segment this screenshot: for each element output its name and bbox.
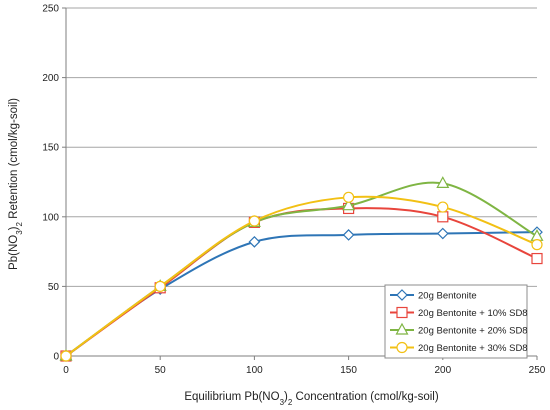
x-tick-label-250: 250 bbox=[529, 365, 546, 376]
x-tick-label-50: 50 bbox=[155, 365, 167, 376]
y-tick-label-150: 150 bbox=[42, 143, 59, 154]
y-tick-label-50: 50 bbox=[48, 282, 60, 293]
y-tick-label-0: 0 bbox=[53, 352, 59, 363]
series-2-point-5 bbox=[437, 211, 449, 223]
series-4-point-5 bbox=[437, 201, 449, 213]
legend-label-3: 20g Bentonite + 20% SD8 bbox=[418, 326, 528, 337]
legend-item-4: 20g Bentonite + 30% SD8 bbox=[390, 341, 528, 354]
legend-item-3: 20g Bentonite + 20% SD8 bbox=[390, 322, 528, 337]
x-axis-title: Equilibrium Pb(NO3)2 Concentration (cmol… bbox=[184, 391, 439, 407]
series-3-point-5 bbox=[436, 176, 450, 188]
series-4 bbox=[60, 191, 543, 362]
series-layer bbox=[59, 176, 544, 362]
series-4-point-4 bbox=[343, 191, 355, 203]
series-4-line bbox=[65, 195, 538, 357]
series-1-point-3 bbox=[248, 236, 261, 248]
legend-label-2: 20g Bentonite + 10% SD8 bbox=[418, 308, 528, 319]
series-1-point-4 bbox=[342, 229, 355, 241]
x-tick-label-100: 100 bbox=[246, 365, 263, 376]
x-tick-label-150: 150 bbox=[340, 365, 357, 376]
y-axis-title: Pb(NO3)2 Retention (cmol/kg-soil) bbox=[8, 98, 24, 270]
legend-item-2: 20g Bentonite + 10% SD8 bbox=[390, 306, 528, 319]
series-4-point-1 bbox=[60, 350, 72, 362]
series-2-point-6 bbox=[531, 252, 543, 265]
legend-box bbox=[384, 284, 528, 359]
y-tick-label-100: 100 bbox=[42, 212, 59, 223]
series-4-point-3 bbox=[248, 215, 260, 227]
legend-marker-3 bbox=[395, 322, 409, 335]
x-tick-label-200: 200 bbox=[434, 365, 451, 376]
series-1-point-5 bbox=[436, 227, 449, 240]
series-3-point-4 bbox=[342, 198, 356, 211]
legend-label-1: 20g Bentonite bbox=[418, 291, 477, 302]
legend: 20g Bentonite 20g Bentonite + 10% SD8 20g … bbox=[384, 284, 528, 359]
series-4-point-6 bbox=[531, 239, 543, 251]
legend-item-1: 20g Bentonite bbox=[390, 289, 477, 302]
legend-label-4: 20g Bentonite + 30% SD8 bbox=[418, 343, 528, 354]
axis-titles: Equilibrium Pb(NO3)2 Concentration (cmol… bbox=[8, 98, 439, 407]
legend-marker-4 bbox=[396, 341, 408, 354]
series-4-point-2 bbox=[154, 280, 166, 292]
legend-marker-2 bbox=[396, 306, 408, 319]
y-tick-label-200: 200 bbox=[42, 73, 59, 84]
y-tick-label-250: 250 bbox=[42, 4, 59, 15]
legend-marker-1 bbox=[396, 289, 408, 301]
x-tick-label-0: 0 bbox=[63, 365, 69, 376]
tick-labels: 0 50 100 150 200 250 0 50 100 150 200 250 bbox=[42, 4, 545, 377]
